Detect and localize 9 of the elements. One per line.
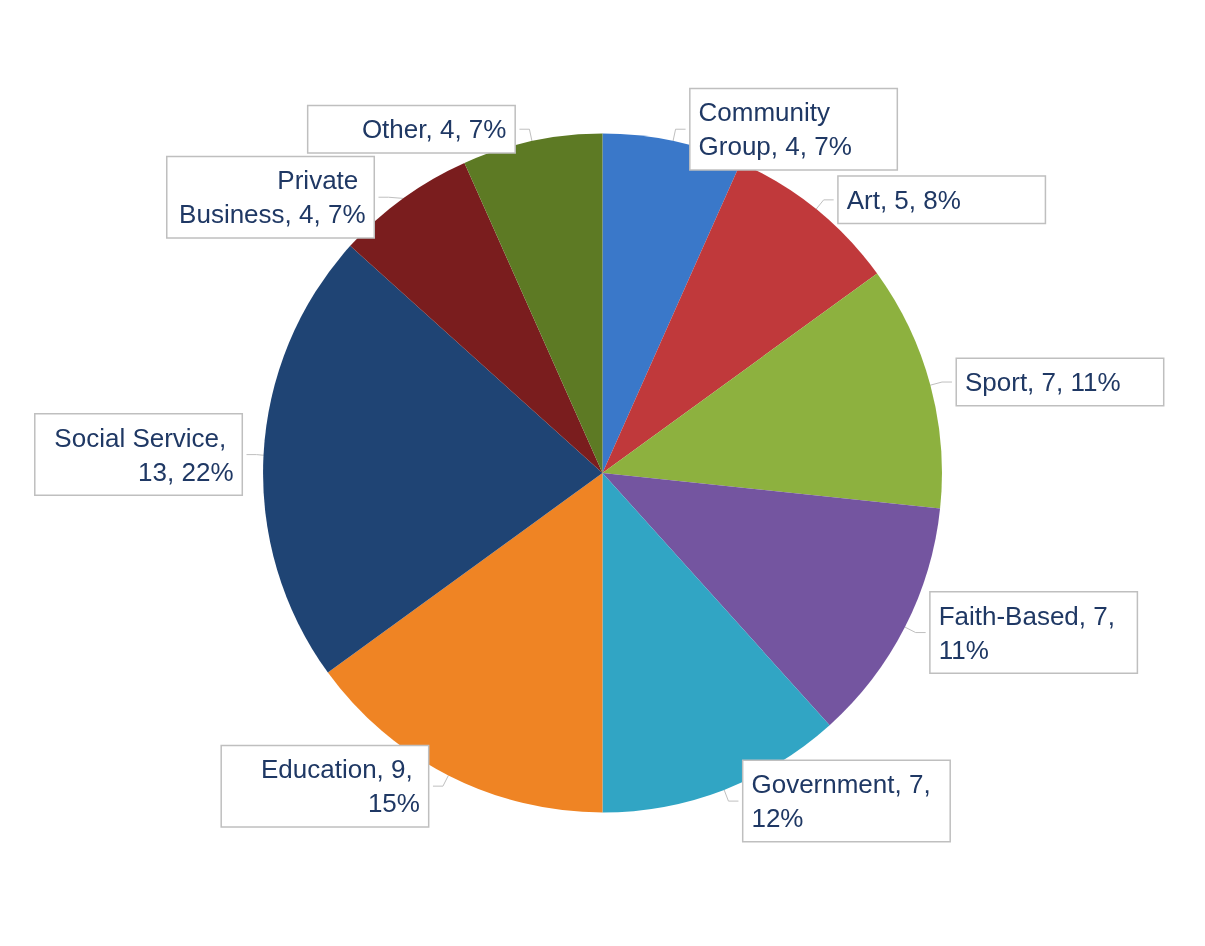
slice-label: Community Group, 4, 7% <box>698 97 852 162</box>
slice-label: Sport, 7, 11% <box>964 367 1121 398</box>
slice-label: Faith-Based, 7, 11% <box>938 600 1123 665</box>
slice-label: Government, 7, 12% <box>751 769 938 834</box>
slice-label: Private Business, 4, 7% <box>179 165 366 230</box>
slice-label: Art, 5, 8% <box>846 184 961 215</box>
slice-label: Other, 4, 7% <box>361 114 507 145</box>
slice-label: Social Service, 13, 22% <box>54 422 234 487</box>
slice-label: Education, 9, 15% <box>260 754 420 819</box>
